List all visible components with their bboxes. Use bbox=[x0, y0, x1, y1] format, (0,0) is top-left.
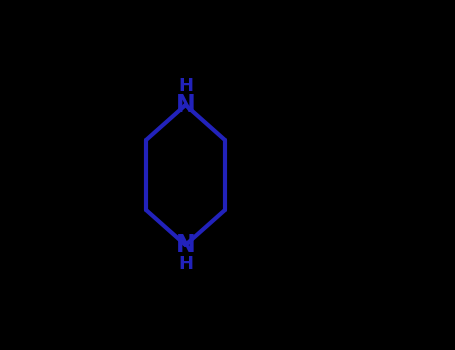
Text: H: H bbox=[178, 77, 193, 95]
Text: N: N bbox=[176, 93, 195, 117]
Text: H: H bbox=[178, 255, 193, 273]
Text: N: N bbox=[176, 233, 195, 257]
